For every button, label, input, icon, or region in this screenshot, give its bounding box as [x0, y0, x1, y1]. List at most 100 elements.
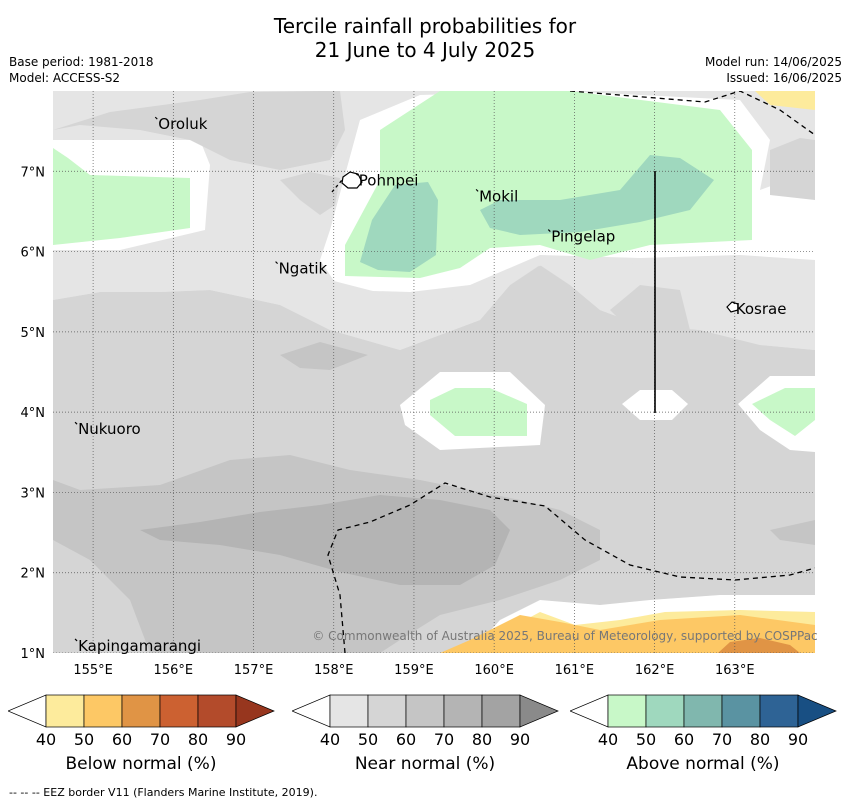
colorbar-tick: 60: [396, 730, 416, 749]
contour-above-40-east-over: [752, 388, 815, 436]
colorbar-segment: [481, 694, 521, 728]
base-period: Base period: 1981-2018: [9, 55, 154, 69]
gridlines: [53, 91, 815, 653]
colorbar-segment: [121, 694, 161, 728]
colorbar-segment: [721, 694, 761, 728]
colorbar-tick: 50: [74, 730, 94, 749]
colorbar-segment: [45, 694, 85, 728]
colorbar-tick: 80: [188, 730, 208, 749]
probability-contours: [53, 91, 815, 653]
title-line-2: 21 June to 4 July 2025: [314, 38, 536, 62]
colorbar-arrow-low: [8, 694, 47, 728]
colorbar-tick: 70: [434, 730, 454, 749]
lat-tick-label: 3°N: [21, 486, 46, 501]
colorbar-tick: 80: [750, 730, 770, 749]
eez-footnote: -- -- -- EEZ border V11 (Flanders Marine…: [9, 786, 318, 799]
place-marker: [74, 421, 78, 425]
contour-above-40-west: [53, 148, 190, 245]
contour-near-50-oroluk: [53, 91, 345, 170]
eez-border-north: [569, 91, 815, 136]
colorbar-arrow-high: [797, 694, 837, 728]
colorbar-tick: 90: [788, 730, 808, 749]
lat-tick-label: 2°N: [21, 567, 46, 582]
colorbar-tick: 90: [226, 730, 246, 749]
colorbar-tick: 90: [510, 730, 530, 749]
colorbar-segment: [645, 694, 685, 728]
colorbar-arrow-low: [570, 694, 609, 728]
colorbar-tick: 40: [36, 730, 56, 749]
colorbar-segment: [607, 694, 647, 728]
eez-border-south: [327, 482, 815, 653]
pohnpei-island-outline: [341, 171, 363, 189]
colorbar-tick: 40: [320, 730, 340, 749]
contour-near-70-south: [140, 495, 510, 585]
contour-near-50-mid-lens: [280, 342, 368, 370]
copyright-notice: © Commonwealth of Australia 2025, Bureau…: [312, 629, 817, 643]
colorbar-label: Near normal (%): [354, 754, 496, 774]
colorbar-tick: 70: [712, 730, 732, 749]
place-label: Oroluk: [158, 115, 207, 133]
colorbar-arrow-high: [519, 694, 559, 728]
lon-tick-label: 162°E: [635, 663, 675, 678]
lon-tick-label: 155°E: [73, 663, 113, 678]
place-marker: [547, 229, 551, 232]
kosrae-island-outline: [726, 301, 739, 313]
contour-below-60-south-over: [718, 638, 800, 653]
place-marker: [355, 172, 359, 176]
lat-tick-label: 7°N: [21, 165, 46, 180]
colorbar-label: Above normal (%): [626, 754, 780, 774]
colorbar-segment: [197, 694, 237, 728]
place-marker: [475, 188, 479, 192]
contour-near-50-east-over: [610, 285, 690, 345]
colorbar-segment: [367, 694, 407, 728]
contour-above-40-4n-over: [430, 388, 527, 436]
colorbar-segment: [759, 694, 799, 728]
place-label: Kapingamarangi: [78, 637, 201, 655]
model-run: Model run: 14/06/2025: [704, 55, 842, 69]
lon-tick-label: 160°E: [474, 663, 514, 678]
meta-left: Base period: 1981-2018 Model: ACCESS-S2: [9, 54, 154, 86]
colorbar-tick: 70: [150, 730, 170, 749]
place-marker: [275, 261, 279, 265]
contour-near-50-north: [280, 172, 340, 215]
place-marker: [74, 638, 78, 642]
lat-tick-label: 5°N: [21, 326, 46, 341]
meta-right: Model run: 14/06/2025 Issued: 16/06/2025: [705, 54, 842, 86]
title-line-1: Tercile rainfall probabilities for: [273, 14, 577, 38]
colorbar-tick: 40: [598, 730, 618, 749]
axis-tick-labels: 155°E 156°E 157°E 158°E 159°E 160°E 161°E 162°E…: [21, 165, 755, 678]
colorbar-segment: [329, 694, 369, 728]
contour-below-50-south-over: [440, 615, 815, 653]
colorbar-tick: 80: [472, 730, 492, 749]
colorbar-arrow-low: [292, 694, 331, 728]
lat-tick-label: 6°N: [21, 246, 46, 261]
contour-below-40-north: [755, 91, 815, 110]
colorbar-2: 40 50 60 70 80 90: [570, 694, 837, 749]
colorbar-1: 40 50 60 70 80 90: [292, 694, 559, 749]
contour-near-50-northeast: [770, 138, 815, 200]
colorbar-segment: [683, 694, 723, 728]
lon-tick-label: 156°E: [154, 663, 194, 678]
contour-white-north-band-over: [53, 258, 815, 350]
lon-tick-label: 157°E: [234, 663, 274, 678]
colorbar-segment: [83, 694, 123, 728]
place-marker: [154, 116, 158, 120]
map-title: Tercile rainfall probabilities for 21 Ju…: [0, 14, 850, 62]
issued-date: Issued: 16/06/2025: [726, 71, 842, 85]
colorbar-segment: [405, 694, 445, 728]
contour-near-60-southeast: [770, 520, 815, 545]
colorbar-arrow-high: [235, 694, 275, 728]
colorbar-label: Below normal (%): [65, 754, 217, 774]
contour-near-60-southwest: [53, 540, 150, 653]
contour-above-50-pohnpei: [360, 182, 438, 272]
colorbar-0: 40 50 60 70 80 90: [8, 694, 275, 749]
lat-tick-label: 1°N: [21, 647, 46, 662]
lon-tick-label: 161°E: [555, 663, 595, 678]
place-marker: [732, 301, 736, 305]
place-labels: Oroluk Pohnpei Mokil Pingelap Ngatik Kosrae Nu…: [74, 115, 786, 655]
model-name: Model: ACCESS-S2: [9, 71, 121, 85]
colorbar-tick: 50: [358, 730, 378, 749]
place-label: Ngatik: [279, 260, 328, 278]
contour-above-40-north: [345, 91, 752, 278]
